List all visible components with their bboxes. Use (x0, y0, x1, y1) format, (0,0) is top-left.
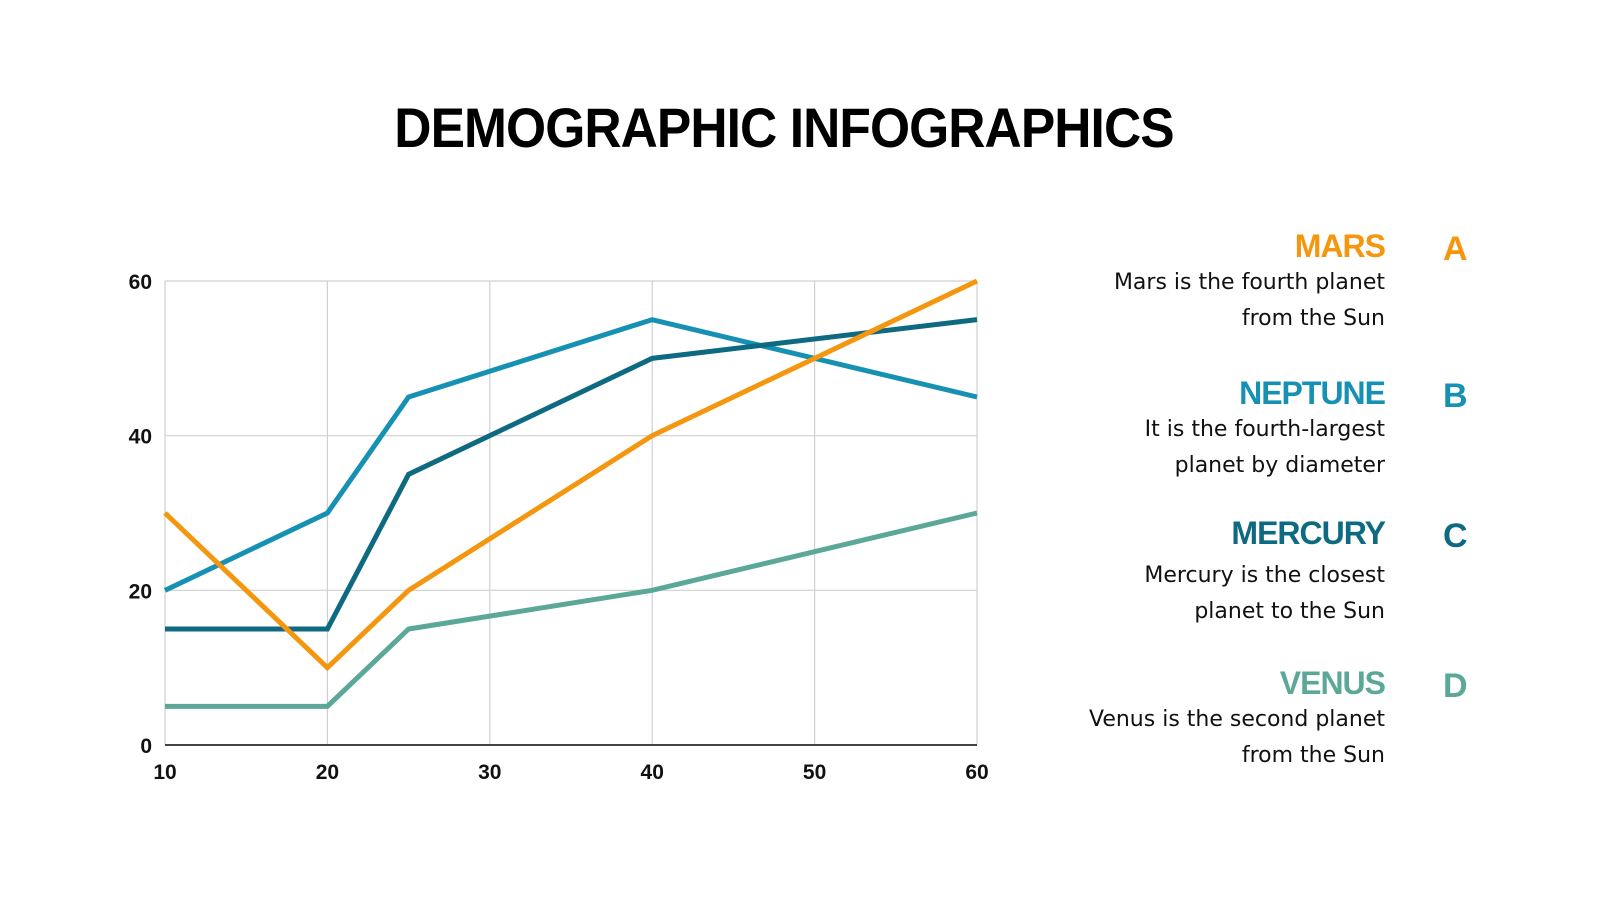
legend-item-mercury: MERCURY Mercury is the closest planet to… (985, 515, 1386, 630)
legend-name: MERCURY (1231, 515, 1386, 551)
x-tick-label: 60 (965, 761, 988, 784)
page-title: DEMOGRAPHIC INFOGRAPHICS (394, 96, 1174, 159)
legend-description: Mars is the fourth planet (1113, 270, 1385, 295)
y-tick-label: 20 (129, 580, 152, 603)
series-line-mars (163, 278, 979, 672)
legend-name: VENUS (1279, 665, 1386, 701)
x-tick-label: 10 (153, 761, 176, 784)
legend-description: planet by diameter (1174, 453, 1385, 478)
x-tick-label: 30 (478, 761, 501, 784)
series-line-venus (165, 510, 978, 709)
legend-item-mars: MARS Mars is the fourth planet from the … (985, 228, 1386, 337)
legend-description: from the Sun (1241, 306, 1385, 331)
series-line-mercury (165, 317, 978, 632)
legend-description: planet to the Sun (1194, 599, 1385, 624)
legend-description: Venus is the second planet (1088, 707, 1385, 732)
legend-letter: B (1443, 377, 1468, 415)
y-tick-label: 40 (129, 426, 152, 449)
legend-description: It is the fourth-largest (1144, 417, 1385, 442)
series-line-neptune (163, 317, 978, 593)
line-chart: 10 20 30 40 50 60 0 20 40 60 (129, 271, 989, 784)
y-tick-label: 60 (129, 271, 152, 294)
legend-item-neptune: NEPTUNE It is the fourth-largest planet … (985, 375, 1386, 484)
legend-letter: C (1443, 517, 1468, 555)
x-tick-label: 50 (803, 761, 826, 784)
y-tick-label: 0 (140, 735, 152, 758)
legend-letter: A (1443, 230, 1468, 268)
x-tick-label: 20 (316, 761, 339, 784)
legend-name: MARS (1294, 228, 1386, 264)
legend-description: Mercury is the closest (1144, 563, 1385, 588)
x-tick-label: 40 (641, 761, 664, 784)
legend-letter: D (1443, 667, 1468, 705)
legend-item-venus: VENUS Venus is the second planet from th… (985, 665, 1386, 774)
legend-description: from the Sun (1241, 743, 1385, 768)
legend-name: NEPTUNE (1239, 375, 1386, 411)
